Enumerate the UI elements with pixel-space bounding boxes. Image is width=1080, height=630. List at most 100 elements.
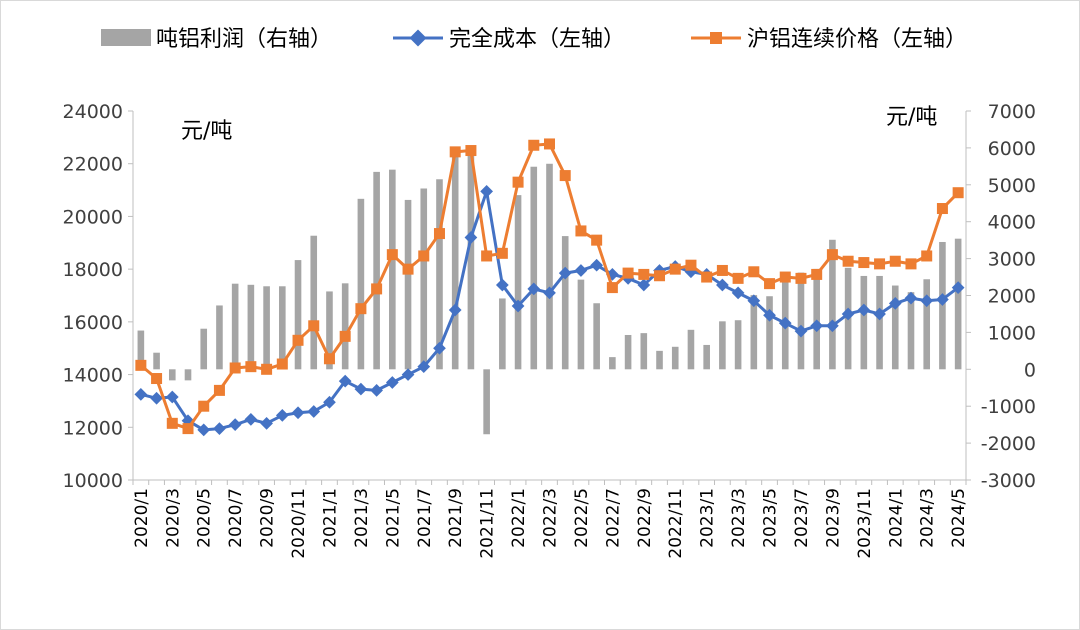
price-point: [308, 320, 320, 332]
left-axis-unit: 元/吨: [181, 119, 232, 144]
x-axis-label: 2023/7: [792, 488, 812, 548]
left-axis-tick-label: 18000: [63, 259, 123, 281]
right-axis-tick-label: -3000: [981, 470, 1036, 492]
cost-point: [338, 374, 352, 388]
x-axis-label: 2023/9: [823, 488, 843, 548]
right-axis-tick-label: 2000: [988, 286, 1036, 308]
right-axis-unit: 元/吨: [886, 105, 937, 130]
profit-bar: [907, 292, 915, 370]
x-axis-label: 2021/5: [383, 488, 403, 548]
price-point: [732, 272, 744, 284]
profit-bar: [137, 330, 145, 370]
x-axis-label: 2022/11: [666, 488, 686, 559]
price-point: [748, 266, 760, 278]
profit-bar: [310, 235, 318, 370]
price-point: [779, 271, 791, 283]
price-point: [213, 384, 225, 396]
x-axis-label: 2023/5: [761, 488, 781, 548]
cost-point: [275, 409, 289, 422]
legend-swatch-profit: [101, 29, 151, 46]
cost-point: [464, 231, 478, 244]
x-axis-label: 2024/1: [886, 488, 906, 548]
price-point: [198, 400, 210, 412]
right-axis-tick-label: 5000: [988, 175, 1036, 197]
legend-swatch-cost-marker: [409, 29, 427, 47]
left-axis-tick-label: 16000: [63, 312, 123, 334]
price-point: [685, 259, 697, 271]
cost-point: [228, 418, 242, 432]
axes: 1000012000140001600018000200002200024000…: [63, 101, 1036, 492]
x-axis-label: 2020/1: [132, 488, 152, 548]
price-point: [889, 255, 901, 267]
cost-point: [920, 294, 934, 308]
x-axis-label: 2023/11: [855, 488, 875, 559]
profit-bar: [624, 334, 632, 370]
profit-bar: [263, 286, 270, 370]
cost-point: [417, 360, 431, 374]
profit-bar: [954, 238, 962, 370]
profit-bar: [577, 279, 585, 370]
price-point: [575, 225, 587, 237]
cost-point: [370, 384, 383, 397]
price-point: [418, 250, 430, 262]
x-axis-label: 2020/7: [226, 488, 246, 548]
profit-bar: [389, 169, 396, 370]
price-point: [936, 203, 948, 215]
profit-bar: [829, 239, 836, 370]
price-point: [245, 361, 257, 373]
profit-bar: [279, 286, 286, 370]
profit-bar: [813, 268, 820, 370]
cost-point: [197, 423, 211, 437]
profit-bar: [860, 275, 868, 370]
cost-point: [480, 185, 493, 198]
cost-point: [857, 303, 871, 317]
x-axis-label: 2023/1: [698, 488, 718, 548]
price-point: [465, 145, 477, 157]
x-axis-label: 2020/11: [289, 488, 309, 559]
profit-bar: [593, 303, 600, 370]
x-axis-label: 2020/5: [195, 488, 215, 548]
right-axis-tick-label: -1000: [981, 396, 1036, 418]
profit-bar: [184, 369, 192, 381]
profit-bar: [734, 320, 742, 370]
price-point: [842, 255, 854, 267]
price-point: [764, 278, 776, 290]
price-point: [229, 362, 241, 374]
x-axis-label: 2020/9: [258, 488, 278, 548]
price-point: [905, 258, 917, 270]
cost-point: [590, 258, 604, 272]
price-point: [386, 249, 398, 261]
profit-bar: [247, 284, 255, 370]
left-axis-tick-label: 20000: [63, 206, 123, 228]
profit-bar: [876, 275, 883, 370]
cost-point: [810, 319, 824, 333]
price-point: [654, 270, 666, 282]
profit-bar: [326, 291, 333, 370]
profit-bar: [451, 149, 459, 370]
x-axis-label: 2024/5: [949, 488, 969, 548]
price-point: [701, 271, 713, 283]
right-axis-tick-label: 6000: [988, 138, 1036, 160]
price-point: [858, 257, 870, 269]
profit-bar: [514, 195, 522, 370]
price-point: [261, 363, 273, 375]
profit-bar: [200, 328, 208, 370]
profit-bar: [373, 171, 380, 370]
price-point: [292, 334, 304, 346]
left-axis-tick-label: 10000: [63, 470, 123, 492]
x-axis-label: 2024/3: [918, 488, 938, 548]
x-axis-label: 2020/3: [163, 488, 183, 548]
profit-bar: [923, 279, 931, 370]
cost-point: [307, 405, 321, 418]
price-point: [512, 176, 524, 188]
price-point: [559, 170, 571, 182]
price-series: [135, 138, 964, 435]
price-point: [606, 282, 618, 294]
cost-point: [904, 291, 918, 305]
x-axis-label: 2022/9: [635, 488, 655, 548]
x-axis-label: 2022/5: [572, 488, 592, 548]
price-point: [638, 268, 650, 280]
profit-bar: [750, 295, 758, 370]
price-point: [716, 264, 728, 276]
price-point: [528, 139, 540, 151]
